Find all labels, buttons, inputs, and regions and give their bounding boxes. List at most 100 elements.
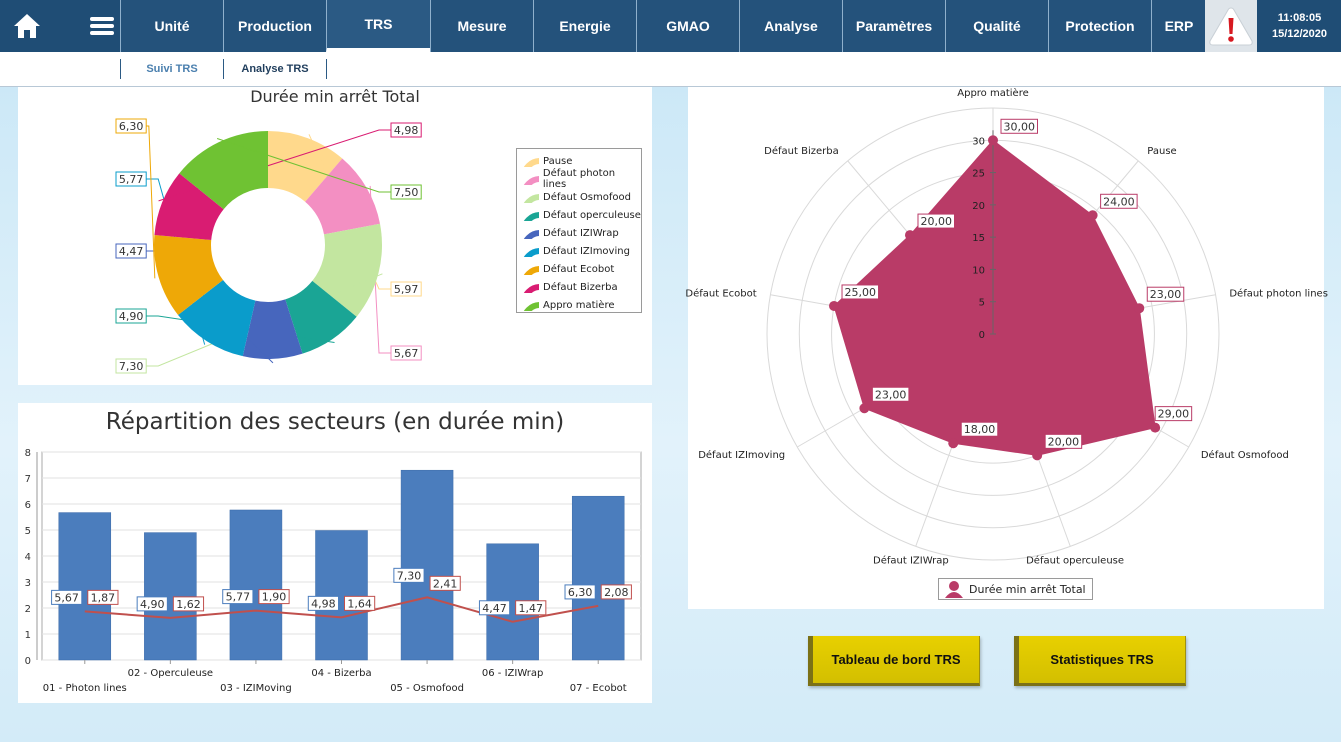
- bar-data-label: 6,30: [568, 586, 593, 599]
- radar-data-label-box: [1000, 118, 1038, 134]
- donut-legend-label: Défaut Ecobot: [543, 263, 615, 275]
- radar-r-tick-label: 25: [972, 169, 985, 180]
- tab-parametres[interactable]: Paramètres: [842, 0, 945, 52]
- donut-slice: [242, 299, 303, 359]
- bar-x-tick-label: 07 - Ecobot: [570, 683, 627, 694]
- radar-data-label-box: [1154, 406, 1193, 422]
- line-data-label: 2,08: [604, 586, 629, 599]
- donut-legend-label: Défaut photon lines: [542, 168, 616, 190]
- donut-data-label-box: [115, 243, 147, 259]
- tab-analyse[interactable]: Analyse: [739, 0, 842, 52]
- radar-data-label: 23,00: [1150, 288, 1182, 301]
- radar-data-label: 20,00: [1048, 435, 1080, 448]
- bar-x-tick-label: 01 - Photon lines: [43, 683, 127, 694]
- donut-legend-label: Appro matière: [543, 299, 615, 311]
- radar-data-label-box: [1100, 193, 1138, 209]
- tab-qualite[interactable]: Qualité: [945, 0, 1048, 52]
- bar-y-tick-label: 4: [25, 552, 31, 563]
- legend-swatch: [519, 299, 539, 311]
- bar-data-label-box: [222, 589, 254, 605]
- donut-legend-item: Appro matière: [519, 296, 641, 314]
- radar-point: [948, 438, 959, 449]
- donut-data-label: 4,98: [394, 124, 419, 137]
- subtab-suivi-trs[interactable]: Suivi TRS: [120, 59, 223, 79]
- radar-data-label-box: [1146, 286, 1185, 302]
- donut-legend-item: Pause: [519, 152, 641, 170]
- radar-point: [1134, 303, 1145, 314]
- donut-data-label: 4,47: [119, 245, 144, 258]
- bar-data-label-box: [51, 589, 83, 605]
- donut-data-label-box: [390, 122, 422, 138]
- tab-protection[interactable]: Protection: [1048, 0, 1151, 52]
- tab-production[interactable]: Production: [223, 0, 326, 52]
- radar-data-label-box: [871, 386, 910, 402]
- donut-legend-item: Défaut IZIWrap: [519, 224, 641, 242]
- bar-data-label: 4,90: [140, 598, 165, 611]
- hamburger-menu-icon: [90, 17, 114, 35]
- line-data-label-box: [600, 584, 632, 600]
- person-marker-icon: [945, 581, 963, 598]
- sub-nav: Suivi TRS Analyse TRS: [0, 52, 1341, 87]
- bar-y-tick-label: 1: [25, 630, 31, 641]
- radar-point: [1087, 210, 1098, 221]
- donut-leader-line: [216, 138, 391, 193]
- donut-data-label: 5,77: [119, 173, 144, 186]
- radar-point: [1032, 450, 1043, 461]
- bar: [571, 495, 625, 661]
- donut-data-label-box: [390, 184, 422, 200]
- radar-axis-label: Appro matière: [957, 87, 1029, 99]
- subtab-analyse-trs[interactable]: Analyse TRS: [223, 59, 327, 79]
- radar-r-tick-label: 10: [972, 265, 985, 276]
- donut-slice: [285, 280, 357, 354]
- dashboard-trs-button[interactable]: Tableau de bord TRS: [808, 636, 980, 686]
- line-data-label-box: [172, 596, 205, 612]
- bar-x-tick-label: 03 - IZIMoving: [220, 683, 292, 694]
- radar-axis-label: Défaut Bizerba: [764, 145, 839, 157]
- radar-point: [829, 300, 840, 311]
- donut-data-label-box: [115, 358, 147, 374]
- donut-slice: [154, 173, 224, 241]
- donut-data-label-box: [390, 345, 422, 361]
- donut-data-label: 4,90: [119, 310, 144, 323]
- bar-chart-title: Répartition des secteurs (en durée min): [105, 409, 565, 435]
- radar-point: [1150, 422, 1161, 433]
- bar-data-label-box: [393, 567, 425, 583]
- bar-data-label-box: [136, 596, 168, 612]
- bar: [58, 512, 112, 661]
- tab-trs[interactable]: TRS: [326, 0, 430, 52]
- line-data-label: 1,90: [262, 591, 287, 604]
- alarm-button[interactable]: [1205, 0, 1257, 52]
- bar: [400, 469, 454, 661]
- tab-erp[interactable]: ERP: [1151, 0, 1206, 52]
- tab-unite[interactable]: Unité: [120, 0, 223, 52]
- radar-axis-label: Défaut IZImoving: [698, 449, 785, 461]
- main-tabs: Unité Production TRS Mesure Energie GMAO…: [120, 0, 1206, 52]
- donut-legend-label: Défaut IZImoving: [543, 245, 630, 257]
- tab-gmao[interactable]: GMAO: [636, 0, 739, 52]
- radar-legend: Durée min arrêt Total: [938, 578, 1093, 600]
- radar-axis-label: Défaut Ecobot: [685, 287, 756, 299]
- radar-data-label: 20,00: [920, 215, 952, 228]
- legend-swatch: [519, 227, 539, 239]
- tab-mesure[interactable]: Mesure: [430, 0, 533, 52]
- radar-data-label: 23,00: [875, 388, 907, 401]
- donut-slice: [268, 131, 343, 202]
- statistics-trs-button[interactable]: Statistiques TRS: [1014, 636, 1186, 686]
- bar-data-label: 5,67: [54, 591, 79, 604]
- radar-axis-label: Défaut IZIWrap: [873, 555, 949, 567]
- bar-data-label: 4,47: [482, 602, 507, 615]
- radar-data-label-box: [1044, 433, 1083, 449]
- donut-legend-item: Défaut IZImoving: [519, 242, 641, 260]
- radar-data-label: 30,00: [1004, 120, 1036, 133]
- tab-energie[interactable]: Energie: [533, 0, 636, 52]
- radar-area: [833, 139, 1156, 456]
- menu-button[interactable]: [84, 0, 120, 52]
- donut-slice: [312, 223, 382, 317]
- donut-legend: Pause Défaut photon lines Défaut Osmofood D…: [516, 148, 642, 313]
- radar-data-label: 18,00: [964, 423, 996, 436]
- line-data-label: 1,62: [176, 598, 201, 611]
- home-button[interactable]: [0, 0, 54, 52]
- radar-legend-label: Durée min arrêt Total: [969, 582, 1086, 596]
